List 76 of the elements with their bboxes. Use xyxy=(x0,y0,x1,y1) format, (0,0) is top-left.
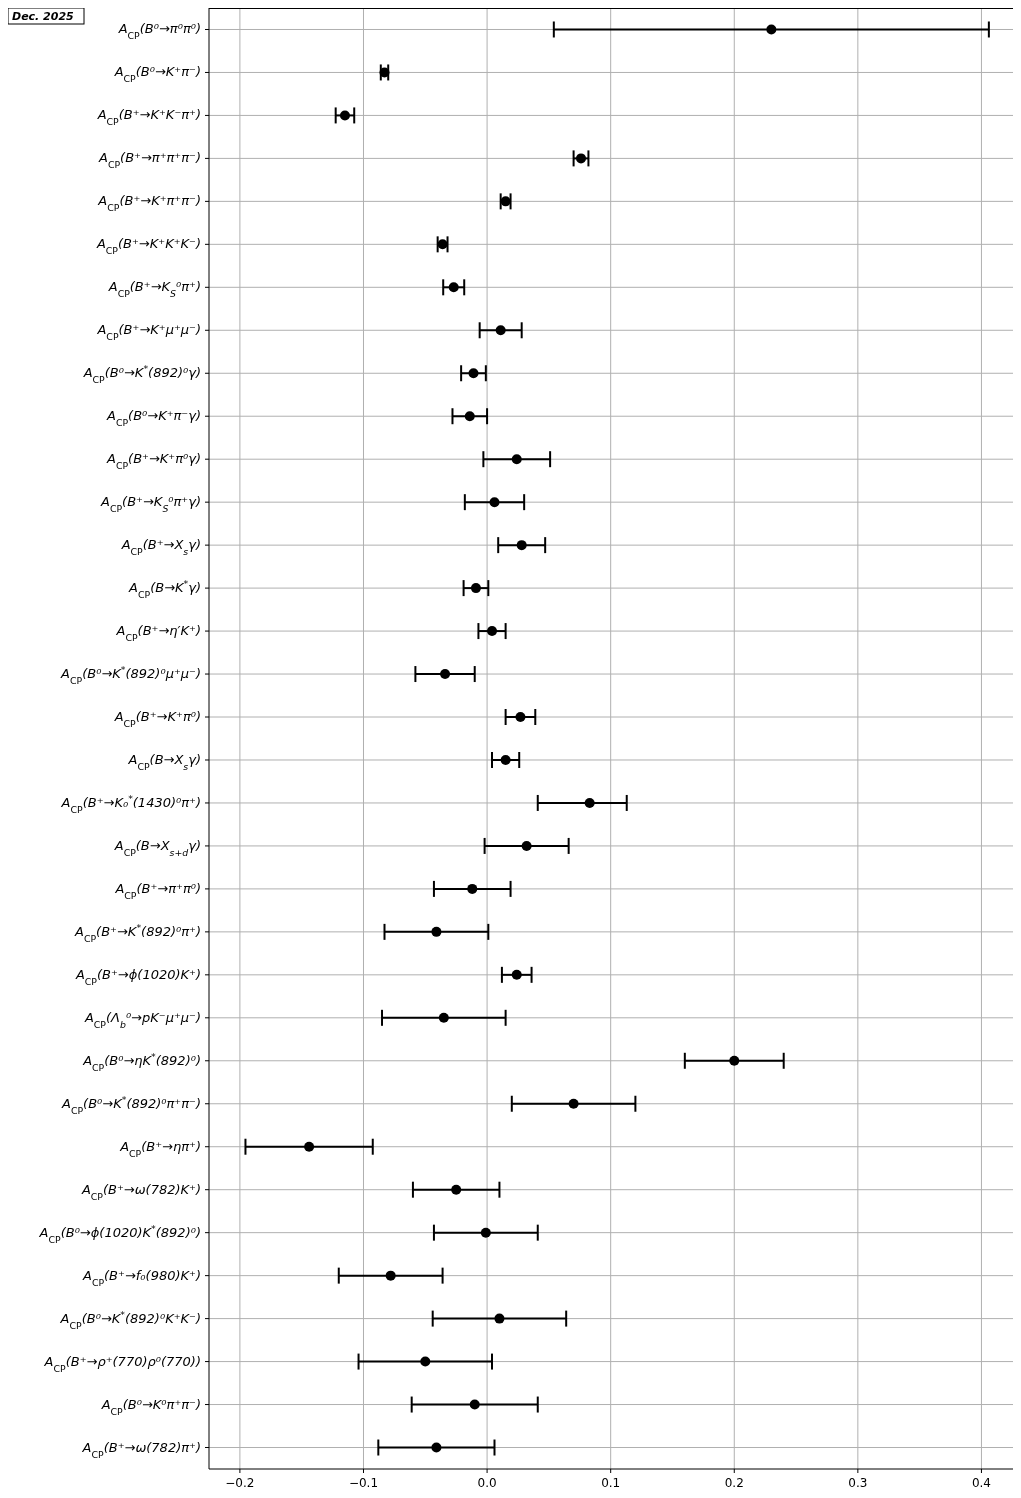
x-tick-label: 0.2 xyxy=(724,1476,744,1490)
point xyxy=(438,1012,449,1023)
point xyxy=(766,24,777,35)
y-tick-label: A$_{CP}$(B→X$_{s+d}$γ) xyxy=(113,837,201,858)
y-tick-label: A$_{CP}$(B⁺→K⁺K⁺K⁻) xyxy=(95,236,201,256)
point xyxy=(385,1270,396,1281)
point xyxy=(495,325,506,336)
point xyxy=(470,583,481,594)
y-tick-label: A$_{CP}$(B→K$^{*}$γ) xyxy=(128,577,201,600)
y-tick-label: A$_{CP}$(B⁺→K$_{S}$⁰π⁺) xyxy=(107,279,201,299)
point xyxy=(379,67,390,78)
y-tick-label: A$_{CP}$(B⁺→ω(782)π⁺) xyxy=(81,1439,201,1460)
y-tick-label: A$_{CP}$(B⁺→ϕ(1020)K⁺) xyxy=(74,966,201,987)
text: Dec. 2025 xyxy=(12,10,75,23)
point xyxy=(420,1356,431,1367)
point xyxy=(521,840,532,851)
y-tick-label: A$_{CP}$(B⁰→ϕ(1020)K$^{*}$(892)⁰) xyxy=(38,1222,201,1245)
point xyxy=(431,1442,442,1453)
point xyxy=(451,1184,462,1195)
point xyxy=(511,454,522,465)
x-tick-label: 0.4 xyxy=(971,1476,991,1490)
point xyxy=(568,1098,579,1109)
y-tick-label: A$_{CP}$(B⁰→K$^{*}$(892)⁰π⁺π⁻) xyxy=(61,1093,201,1116)
y-tick-label: A$_{CP}$(B⁺→π⁺π⁰) xyxy=(114,880,201,901)
y-tick-label: A$_{CP}$(B⁰→K⁺π⁻γ) xyxy=(105,408,201,428)
y-tick-label: A$_{CP}$(B→X$_{s}$γ) xyxy=(127,751,201,772)
y-tick-label: A$_{CP}$(B⁺→K⁺π⁰γ) xyxy=(105,451,201,471)
y-tick-label: A$_{CP}$(B⁺→K⁺μ⁺μ⁻) xyxy=(96,322,201,342)
y-tick-label: A$_{CP}$(B⁺→K$^{*}$(892)⁰π⁺) xyxy=(74,921,201,944)
y-tick-label: A$_{CP}$(B⁺→K⁺π⁺π⁻) xyxy=(97,193,201,213)
y-tick-label: A$_{CP}$(B⁰→K$^{*}$(892)⁰μ⁺μ⁻) xyxy=(60,663,201,686)
point xyxy=(500,196,511,207)
point xyxy=(494,1313,505,1324)
y-tick-label: A$_{CP}$(B⁺→η′K⁺) xyxy=(115,623,201,643)
x-tick-label: −0.1 xyxy=(348,1476,379,1490)
y-tick-label: A$_{CP}$(Λ$_{b}$⁰→pK⁻μ⁺μ⁻) xyxy=(83,1009,201,1030)
y-tick-label: A$_{CP}$(B⁺→ηπ⁺) xyxy=(119,1138,201,1159)
y-tick-label: A$_{CP}$(B⁰→π⁰π⁰) xyxy=(117,21,201,41)
point xyxy=(304,1141,315,1152)
y-tick-label: A$_{CP}$(B⁰→K$^{*}$(892)⁰K⁺K⁻) xyxy=(59,1308,201,1331)
point xyxy=(464,411,475,422)
point xyxy=(729,1055,740,1066)
y-tick-label: A$_{CP}$(B⁰→K⁺π⁻) xyxy=(113,64,201,84)
y-tick-label: A$_{CP}$(B⁰→ηK$^{*}$(892)⁰) xyxy=(82,1050,201,1073)
y-tick-label: A$_{CP}$(B⁺→X$_{s}$γ) xyxy=(120,537,201,557)
y-tick-label: A$_{CP}$(B⁺→K$_{S}$⁰π⁺γ) xyxy=(100,494,201,514)
point xyxy=(467,883,478,894)
point xyxy=(489,497,500,508)
y-tick-label: A$_{CP}$(B⁺→K⁺π⁰) xyxy=(113,709,201,729)
point xyxy=(468,368,479,379)
point xyxy=(448,282,459,293)
x-tick-label: 0.3 xyxy=(848,1476,868,1490)
point xyxy=(515,712,526,723)
point xyxy=(469,1399,480,1410)
point xyxy=(431,926,442,937)
x-tick-label: 0.1 xyxy=(601,1476,621,1490)
point xyxy=(576,153,587,164)
y-tick-label: A$_{CP}$(B⁺→f₀(980)K⁺) xyxy=(81,1267,201,1288)
point xyxy=(339,110,350,121)
y-tick-label: A$_{CP}$(B⁺→π⁺π⁺π⁻) xyxy=(98,150,201,170)
point xyxy=(480,1227,491,1238)
point xyxy=(437,239,448,250)
point xyxy=(487,626,498,637)
y-tick-label: A$_{CP}$(B⁰→K$^{*}$(892)⁰γ) xyxy=(82,362,201,385)
point xyxy=(516,540,527,551)
point xyxy=(440,669,451,680)
y-tick-label: A$_{CP}$(B⁺→ω(782)K⁺) xyxy=(80,1181,201,1202)
point xyxy=(584,797,595,808)
x-tick-label: 0.0 xyxy=(477,1476,497,1490)
y-tick-label: A$_{CP}$(B⁺→ρ⁺(770)ρ⁰(770)) xyxy=(43,1353,201,1374)
point xyxy=(500,754,511,765)
x-tick-label: −0.2 xyxy=(225,1476,255,1490)
point xyxy=(511,969,522,980)
y-tick-label: A$_{CP}$(B⁺→K⁺K⁻π⁺) xyxy=(96,107,201,127)
y-tick-label: A$_{CP}$(B⁺→K₀$^{*}$(1430)⁰π⁺) xyxy=(60,792,201,815)
y-tick-label: A$_{CP}$(B⁰→K⁰π⁺π⁻) xyxy=(100,1396,201,1417)
